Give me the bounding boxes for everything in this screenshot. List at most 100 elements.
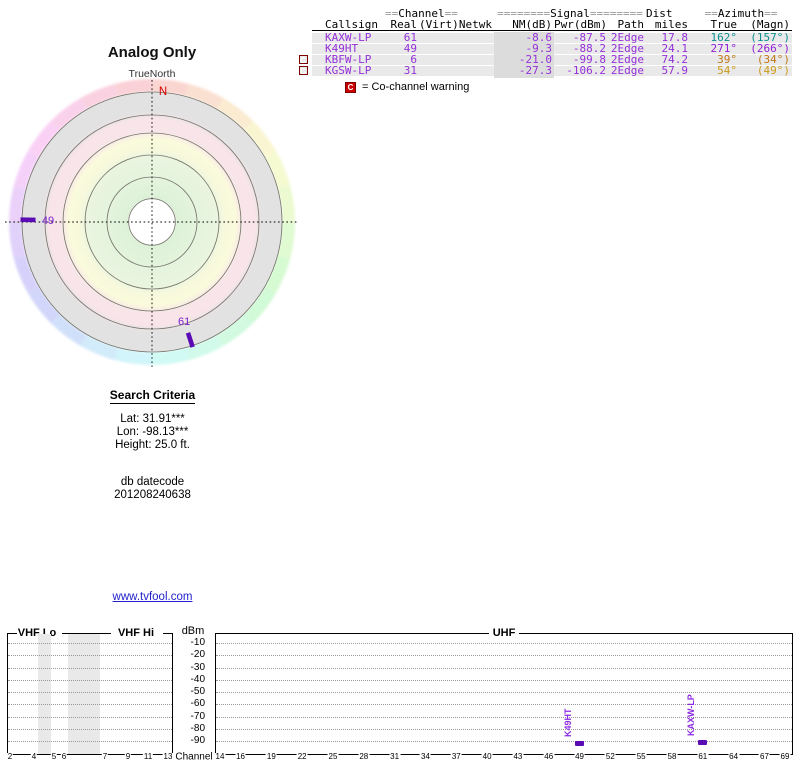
grid-line: [216, 643, 792, 644]
cell-netwk: [455, 66, 494, 76]
rim-sector: [185, 334, 224, 361]
cell-virt: [419, 44, 455, 54]
channel-tick: 55: [635, 752, 647, 761]
channel-tick: 52: [604, 752, 616, 761]
channel-tick: 40: [481, 752, 493, 761]
cochannel-badge-icon: C: [299, 66, 308, 76]
channel-tick: 13: [162, 752, 174, 761]
search-criteria-title: Search Criteria: [109, 388, 196, 404]
rim-sector: [243, 287, 276, 324]
station-row: KGSW-LP 31 -27.3 -106.2 2Edge 57.9 54° (49°) C: [299, 65, 792, 76]
rim-sector: [217, 98, 254, 131]
dbm-tick-label: -30: [190, 661, 205, 673]
cell-netwk: [455, 33, 494, 43]
channel-tick: 14: [214, 752, 226, 761]
uhf-label: UHF: [489, 627, 519, 639]
station-row: KBFW-LP 6 -21.0 -99.8 2Edge 74.2 39° (34°) C: [299, 54, 792, 65]
cell-virt: [419, 66, 455, 76]
non-tv-band: [68, 634, 100, 754]
channel-tick: 28: [358, 752, 370, 761]
cell-real: 6: [385, 54, 419, 65]
station-table: ==Channel== ========Signal======== Dist …: [299, 8, 792, 93]
cochannel-legend-text: = Co-channel warning: [362, 81, 470, 93]
cell-real: 31: [385, 65, 419, 76]
db-datecode-label: db datecode: [120, 476, 185, 488]
station-rows: KAXW-LP 61 -8.6 -87.5 2Edge 17.8 162° (157°) K49…: [299, 32, 792, 76]
cell-miles: 57.9: [646, 65, 690, 76]
cell-magn: (34°): [739, 54, 792, 65]
signal-marker-label: KAXW-LP: [685, 694, 696, 736]
cell-path: 2Edge: [608, 43, 646, 54]
dbm-tick-label: -60: [190, 698, 205, 710]
cell-pwr: -99.8: [554, 54, 608, 65]
station-marker: [185, 332, 195, 348]
cell-true_az: 271°: [690, 43, 739, 54]
cell-pwr: -87.5: [554, 32, 608, 43]
cell-pwr: -88.2: [554, 43, 608, 54]
cell-callsign: KGSW-LP: [312, 65, 385, 76]
channel-tick: 25: [327, 752, 339, 761]
grid-line: [216, 692, 792, 693]
table-group-header: ==Channel== ========Signal======== Dist …: [312, 8, 792, 19]
channel-tick: 49: [574, 752, 585, 761]
cell-nm: -9.3: [494, 43, 554, 54]
channel-tick: 69: [779, 752, 791, 761]
tvfool-link[interactable]: www.tvfool.com: [112, 591, 193, 603]
rim-sector: [50, 98, 87, 131]
cell-true_az: 162°: [690, 32, 739, 43]
cell-true_az: 54°: [690, 65, 739, 76]
rim-sector: [264, 150, 291, 189]
cell-netwk: [455, 44, 494, 54]
grid-line: [8, 692, 172, 693]
station-marker-label: 61: [178, 316, 190, 328]
rim-sector: [13, 150, 40, 189]
channel-tick: 31: [389, 752, 401, 761]
radar-plot: 49 61 Analog Only TrueNorth N: [5, 44, 299, 367]
rim-sector: [217, 313, 254, 346]
cell-virt: [419, 33, 455, 43]
col-pwr: Pwr(dBm): [554, 18, 607, 31]
cell-nm: -27.3: [494, 65, 554, 76]
channel-tick: 16: [235, 752, 246, 761]
cell-magn: (266°): [739, 43, 792, 54]
channel-tick: 34: [420, 752, 431, 761]
grid-line: [8, 704, 172, 706]
channel-axis-label: Channel: [175, 751, 213, 763]
channel-group-header: ==Channel==: [385, 7, 458, 20]
station-marker-label: 49: [42, 215, 54, 227]
channel-tick: 67: [759, 752, 770, 761]
box-top-border: [7, 633, 17, 634]
channel-tick: 7: [101, 752, 109, 761]
uhf-plot-box: [215, 633, 793, 755]
col-real: Real: [390, 18, 418, 31]
cochannel-badge-icon: C: [345, 82, 356, 93]
cell-nm: -8.6: [494, 32, 554, 43]
grid-line: [216, 679, 792, 681]
height-value: Height: 25.0 ft.: [115, 439, 190, 451]
rim-sector: [185, 83, 224, 110]
cell-real: 49: [385, 43, 419, 54]
cell-callsign: KBFW-LP: [312, 54, 385, 65]
channel-tick: 61: [697, 752, 709, 761]
cochannel-legend: C = Co-channel warning: [345, 82, 469, 93]
dbm-tick-label: -40: [190, 673, 205, 685]
rim-sector: [13, 255, 40, 294]
rim-sector: [80, 83, 119, 110]
grid-line: [216, 741, 792, 742]
cell-magn: (49°): [739, 65, 792, 76]
dbm-tick-label: -70: [190, 710, 205, 722]
dbm-axis-label: dBm: [181, 625, 205, 637]
rim-sector: [50, 313, 87, 346]
rim-sector: [28, 287, 61, 324]
channel-tick: 6: [60, 752, 68, 761]
channel-tick: 43: [512, 752, 524, 761]
cell-callsign: K49HT: [312, 43, 385, 54]
signal-marker: [698, 739, 708, 745]
channel-tick: 2: [6, 752, 14, 761]
grid-line: [8, 679, 172, 681]
dbm-tick-label: -80: [190, 722, 205, 734]
station-row: K49HT 49 -9.3 -88.2 2Edge 24.1 271° (266°): [312, 43, 792, 54]
dist-group-header: Dist: [646, 7, 673, 20]
